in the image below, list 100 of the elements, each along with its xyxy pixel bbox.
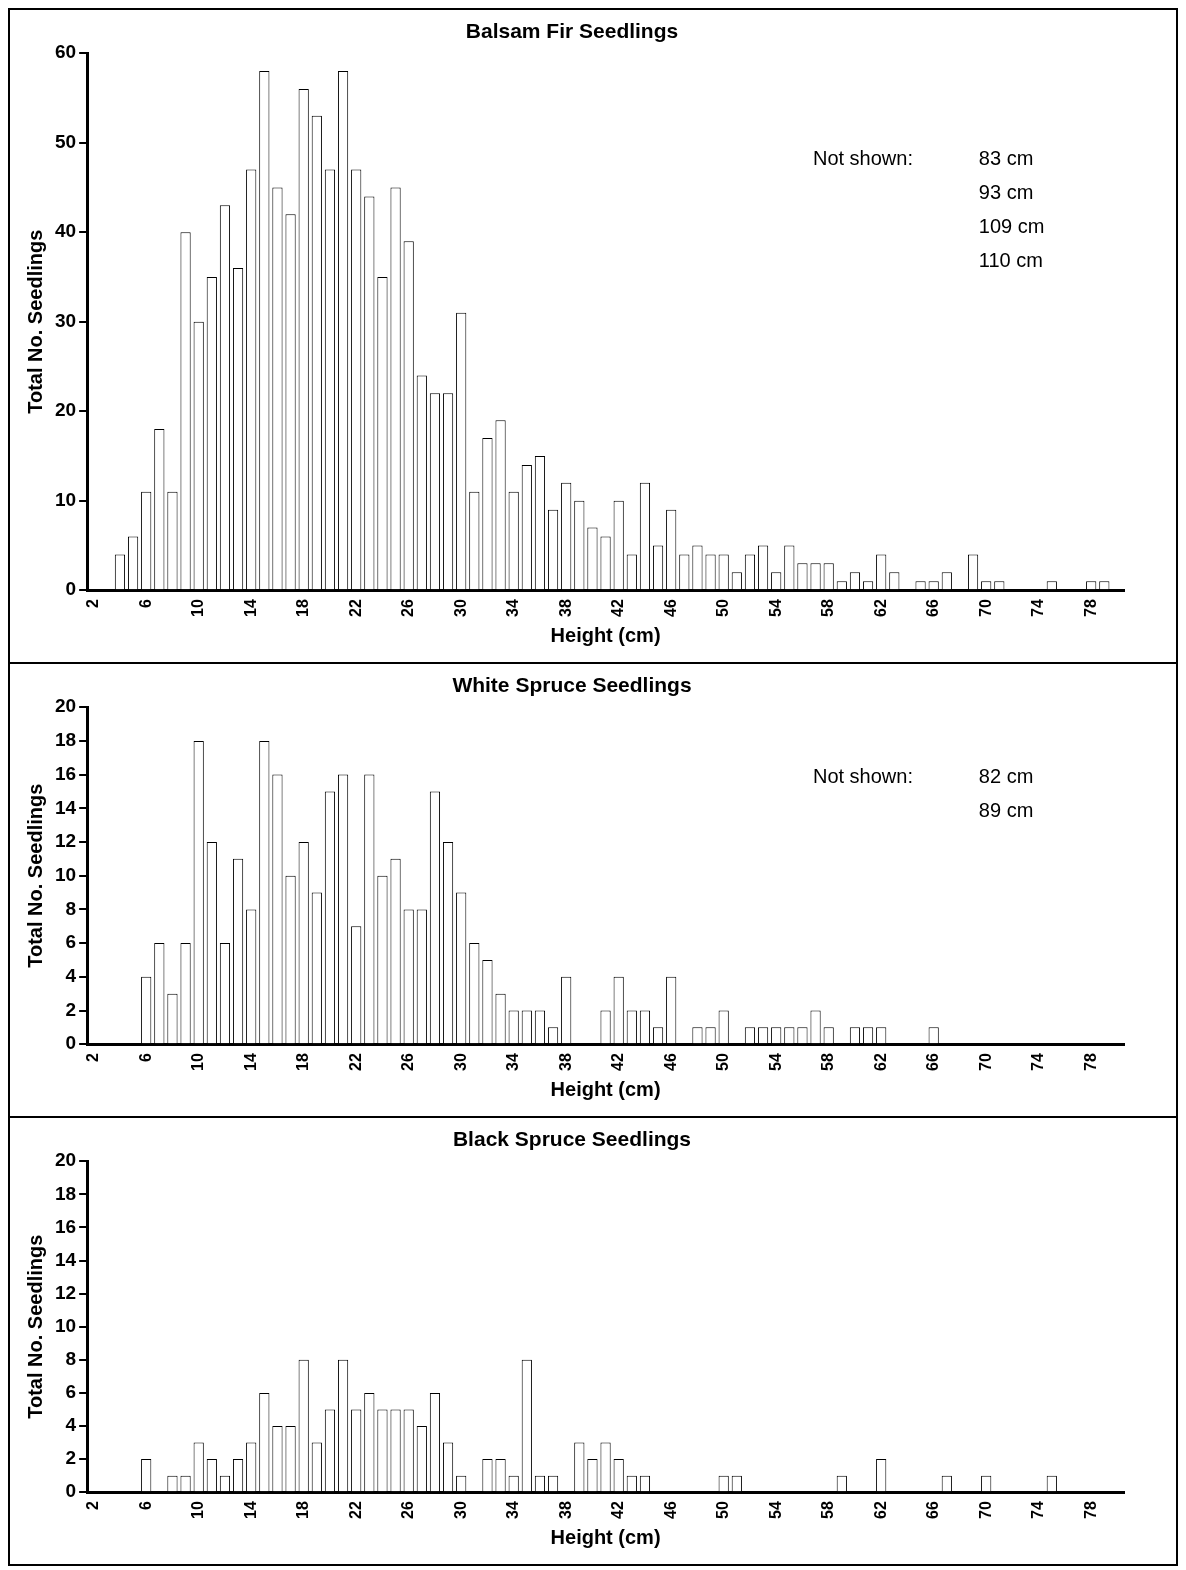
y-tick-label: 8 xyxy=(65,1348,77,1370)
x-axis-title: Height (cm) xyxy=(550,1077,661,1100)
x-tick-label: 46 xyxy=(661,599,679,617)
y-tick-label: 6 xyxy=(65,1381,77,1403)
chart-title: Balsam Fir Seedlings xyxy=(465,19,679,43)
annotation: 93 cm xyxy=(978,181,1034,204)
x-tick-label: 22 xyxy=(346,1501,364,1519)
y-tick-label: 12 xyxy=(54,1281,77,1303)
x-tick-label: 66 xyxy=(924,599,942,617)
x-tick-label: 10 xyxy=(189,599,207,617)
y-tick-label: 18 xyxy=(54,729,77,751)
x-tick-label: 26 xyxy=(399,1053,417,1071)
annotation: 89 cm xyxy=(978,799,1034,822)
x-tick-label: 38 xyxy=(556,599,574,617)
chart-title: Black Spruce Seedlings xyxy=(452,1127,692,1151)
x-tick-label: 18 xyxy=(294,599,312,617)
x-tick-label: 38 xyxy=(556,1501,574,1519)
x-tick-label: 26 xyxy=(399,1501,417,1519)
x-tick-label: 54 xyxy=(766,599,784,617)
y-tick-label: 4 xyxy=(65,1414,77,1436)
x-tick-label: 18 xyxy=(294,1501,312,1519)
y-tick-label: 60 xyxy=(54,41,77,63)
y-tick-label: 6 xyxy=(65,931,77,953)
y-tick-label: 18 xyxy=(54,1182,77,1204)
x-tick-label: 6 xyxy=(136,599,154,609)
x-tick-label: 30 xyxy=(451,1053,469,1071)
x-tick-label: 46 xyxy=(661,1053,679,1071)
x-tick-label: 30 xyxy=(451,1501,469,1519)
annotation: 83 cm xyxy=(978,147,1034,170)
y-tick-label: 14 xyxy=(54,796,77,818)
y-tick-label: 0 xyxy=(65,1032,77,1054)
x-tick-label: 34 xyxy=(504,1501,522,1519)
y-tick-label: 2 xyxy=(65,998,77,1020)
x-tick-label: 10 xyxy=(189,1501,207,1519)
x-tick-label: 62 xyxy=(871,1501,889,1519)
x-tick-label: 2 xyxy=(84,1053,102,1063)
x-tick-label: 54 xyxy=(766,1053,784,1071)
y-tick-label: 14 xyxy=(54,1248,77,1270)
chart-title: White Spruce Seedlings xyxy=(452,673,692,697)
y-tick-label: 2 xyxy=(65,1447,77,1469)
y-tick-label: 0 xyxy=(65,1480,77,1502)
x-axis-title: Height (cm) xyxy=(550,1525,661,1548)
y-axis-title: Total No. Seedlings xyxy=(23,783,46,968)
annotation: 110 cm xyxy=(978,249,1043,272)
y-tick-label: 20 xyxy=(54,695,77,717)
x-tick-label: 62 xyxy=(871,1053,889,1071)
x-tick-label: 34 xyxy=(504,1053,522,1071)
x-tick-label: 10 xyxy=(189,1053,207,1071)
x-tick-label: 74 xyxy=(1029,599,1047,617)
y-tick-label: 20 xyxy=(54,399,77,421)
x-tick-label: 50 xyxy=(714,1501,732,1519)
x-tick-label: 66 xyxy=(924,1501,942,1519)
y-tick-label: 20 xyxy=(54,1149,77,1171)
x-tick-label: 70 xyxy=(976,1053,994,1071)
x-tick-label: 2 xyxy=(84,599,102,609)
y-axis-title: Total No. Seedlings xyxy=(23,229,46,414)
x-tick-label: 46 xyxy=(661,1501,679,1519)
x-tick-label: 58 xyxy=(819,1053,837,1071)
annotation: Not shown: xyxy=(812,147,913,170)
annotation: 109 cm xyxy=(978,215,1045,238)
x-tick-label: 50 xyxy=(714,1053,732,1071)
x-tick-label: 2 xyxy=(84,1501,102,1511)
x-tick-label: 78 xyxy=(1081,1501,1099,1519)
x-tick-label: 18 xyxy=(294,1053,312,1071)
annotation: 82 cm xyxy=(978,765,1034,788)
x-tick-label: 78 xyxy=(1081,1053,1099,1071)
y-tick-label: 16 xyxy=(54,1215,77,1237)
y-tick-label: 10 xyxy=(54,1314,77,1336)
x-tick-label: 78 xyxy=(1081,599,1099,617)
y-tick-label: 4 xyxy=(65,965,77,987)
y-tick-label: 40 xyxy=(54,220,77,242)
x-tick-label: 74 xyxy=(1029,1053,1047,1071)
x-tick-label: 42 xyxy=(609,599,627,617)
x-tick-label: 54 xyxy=(766,1501,784,1519)
y-tick-label: 10 xyxy=(54,863,77,885)
x-tick-label: 66 xyxy=(924,1053,942,1071)
x-tick-label: 22 xyxy=(346,599,364,617)
x-tick-label: 50 xyxy=(714,599,732,617)
x-tick-label: 70 xyxy=(976,599,994,617)
y-tick-label: 10 xyxy=(54,488,77,510)
y-tick-label: 0 xyxy=(65,578,77,600)
y-tick-label: 12 xyxy=(54,830,77,852)
x-tick-label: 6 xyxy=(136,1053,154,1063)
x-tick-label: 58 xyxy=(819,599,837,617)
annotation: Not shown: xyxy=(812,765,913,788)
x-axis-title: Height (cm) xyxy=(550,623,661,646)
x-tick-label: 14 xyxy=(241,599,259,617)
x-tick-label: 14 xyxy=(241,1053,259,1071)
y-axis-title: Total No. Seedlings xyxy=(23,1234,46,1419)
x-tick-label: 38 xyxy=(556,1053,574,1071)
x-tick-label: 14 xyxy=(241,1501,259,1519)
x-tick-label: 26 xyxy=(399,599,417,617)
x-tick-label: 74 xyxy=(1029,1501,1047,1519)
x-tick-label: 42 xyxy=(609,1053,627,1071)
y-tick-label: 8 xyxy=(65,897,77,919)
x-tick-label: 62 xyxy=(871,599,889,617)
x-tick-label: 6 xyxy=(136,1501,154,1511)
x-tick-label: 42 xyxy=(609,1501,627,1519)
x-tick-label: 34 xyxy=(504,599,522,617)
x-tick-label: 58 xyxy=(819,1501,837,1519)
